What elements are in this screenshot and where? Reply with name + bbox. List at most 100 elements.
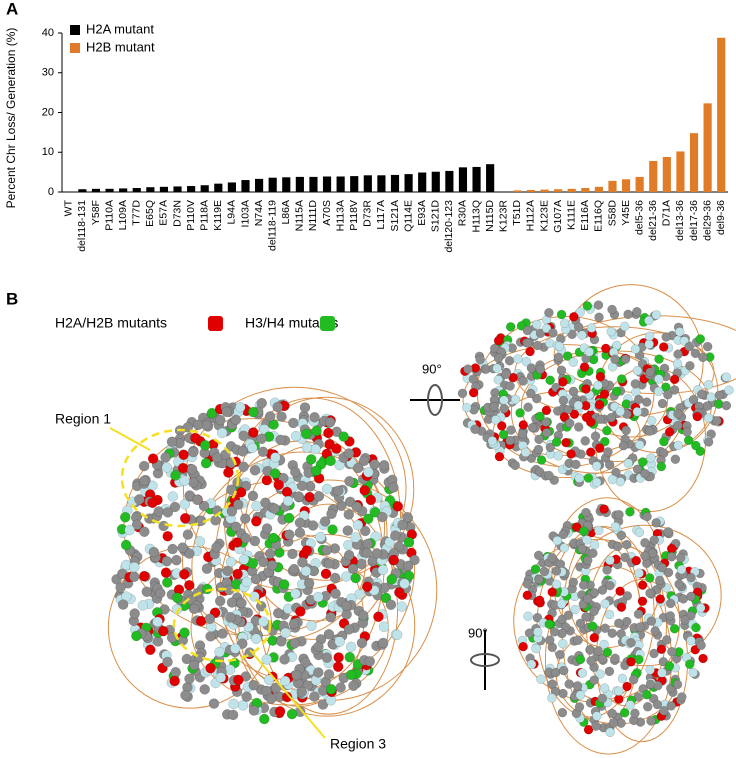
- x-tick-label: E116Q: [593, 200, 605, 232]
- atom: [622, 591, 633, 601]
- legend-label: H2A mutant: [86, 21, 154, 36]
- bar: [322, 176, 332, 192]
- atom: [625, 507, 635, 517]
- atom: [549, 627, 560, 637]
- atom: [610, 521, 621, 532]
- atom: [269, 468, 281, 479]
- atom: [364, 656, 376, 667]
- atom: [505, 322, 516, 332]
- legend-swatch: [70, 43, 80, 53]
- atom: [599, 389, 610, 399]
- atom: [162, 530, 173, 542]
- bar: [662, 157, 671, 192]
- atom: [160, 567, 172, 578]
- atom: [634, 654, 644, 665]
- atom: [594, 312, 604, 323]
- atom: [666, 701, 676, 711]
- atom: [577, 544, 587, 554]
- atom: [335, 682, 346, 693]
- atom: [597, 654, 608, 664]
- atom: [556, 599, 567, 609]
- atom: [177, 542, 188, 553]
- atom: [391, 629, 403, 641]
- atom: [166, 436, 178, 448]
- atom: [351, 501, 362, 512]
- atom: [237, 638, 248, 649]
- atom: [703, 437, 714, 447]
- atom: [214, 646, 225, 658]
- atom: [544, 470, 554, 481]
- atom: [602, 565, 612, 575]
- atom: [206, 407, 218, 419]
- atom: [635, 622, 645, 632]
- atom: [492, 363, 502, 374]
- atom: [688, 667, 698, 678]
- x-tick-label: E65Q: [144, 200, 156, 227]
- atom: [506, 425, 516, 435]
- legend-swatch: [320, 316, 335, 331]
- atom: [139, 526, 150, 537]
- atom: [644, 315, 654, 326]
- x-tick-label: L117A: [375, 200, 387, 230]
- atom: [228, 698, 239, 710]
- atom: [522, 590, 533, 601]
- atom: [186, 464, 198, 475]
- atom: [599, 639, 609, 650]
- atom: [334, 636, 345, 647]
- atom: [171, 554, 182, 566]
- atom: [532, 340, 543, 351]
- atom: [642, 702, 653, 712]
- atom: [544, 307, 554, 318]
- bar: [717, 37, 726, 192]
- atom: [311, 425, 322, 437]
- atom: [632, 307, 642, 317]
- atom: [378, 621, 390, 633]
- bar: [445, 170, 454, 192]
- atom: [129, 561, 140, 573]
- atom: [217, 628, 228, 639]
- atom: [673, 409, 683, 419]
- atom: [610, 354, 620, 364]
- atom: [634, 527, 645, 538]
- atom: [559, 412, 570, 422]
- structure-legend-label: H2A/H2B mutants: [55, 315, 167, 331]
- x-tick-label: Y45E: [620, 200, 632, 226]
- atom: [343, 509, 355, 520]
- atom: [325, 611, 337, 623]
- atom: [307, 520, 319, 531]
- atom: [399, 578, 410, 589]
- atom: [263, 674, 275, 686]
- atom: [595, 669, 605, 679]
- atom: [297, 557, 308, 568]
- atom: [605, 727, 615, 738]
- atom: [555, 649, 565, 660]
- x-tick-label: K119E: [212, 200, 224, 231]
- atom: [232, 568, 243, 580]
- atom: [568, 357, 578, 367]
- atom: [535, 364, 546, 375]
- bar: [554, 189, 563, 192]
- atom: [362, 538, 374, 550]
- atom: [536, 455, 547, 465]
- atom: [545, 375, 555, 385]
- atom: [545, 442, 556, 453]
- atom: [309, 412, 320, 423]
- atom: [256, 433, 267, 445]
- atom: [238, 554, 250, 565]
- atom: [607, 474, 618, 485]
- atom: [352, 519, 364, 531]
- atom: [172, 592, 183, 604]
- atom: [649, 648, 659, 659]
- atom: [273, 479, 284, 491]
- y-tick-label: 10: [42, 146, 54, 158]
- x-tick-label: H112A: [525, 200, 537, 231]
- atom: [170, 666, 181, 678]
- atom: [225, 556, 237, 568]
- atom: [692, 411, 703, 422]
- atom: [591, 461, 602, 471]
- atom: [128, 571, 140, 582]
- atom: [501, 369, 511, 380]
- atom: [612, 541, 623, 552]
- region-outline: [172, 587, 272, 663]
- atom: [258, 616, 269, 627]
